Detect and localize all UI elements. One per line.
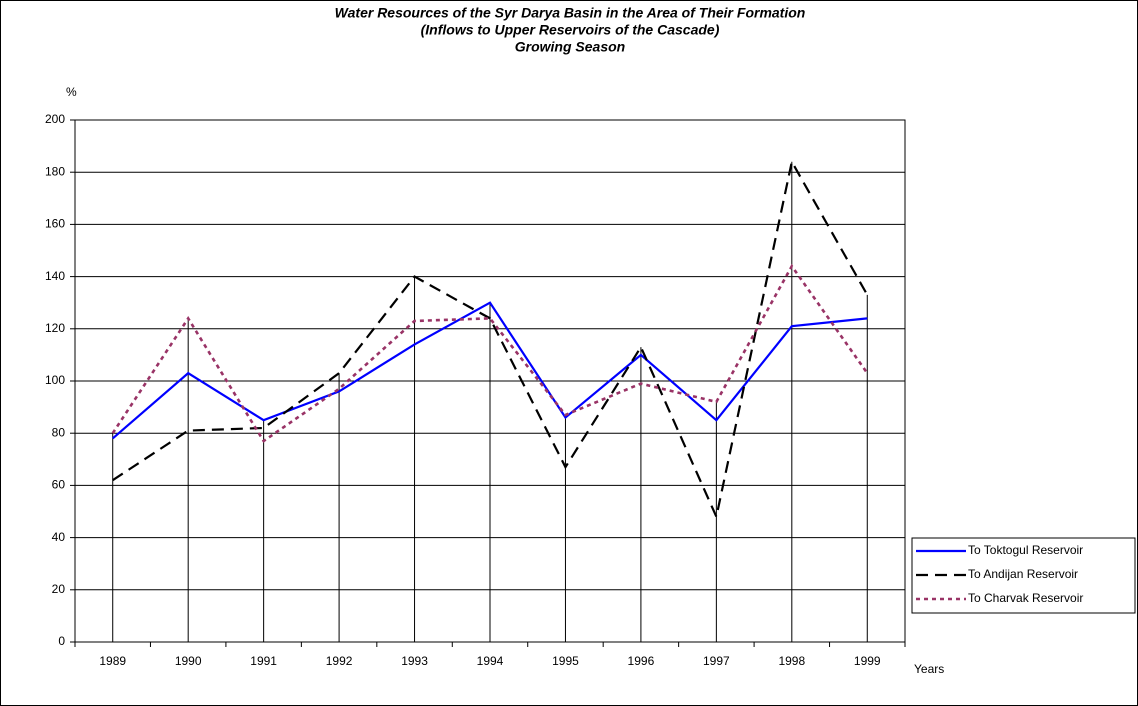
x-tick-label: 1996 bbox=[628, 654, 655, 668]
chart-title: (Inflows to Upper Reservoirs of the Casc… bbox=[421, 22, 720, 38]
x-tick-label: 1991 bbox=[250, 654, 277, 668]
series-line bbox=[112, 158, 869, 521]
y-tick-label: 0 bbox=[58, 634, 65, 648]
y-tick-label: 40 bbox=[52, 530, 66, 544]
y-axis-label: % bbox=[66, 85, 77, 99]
x-tick-label: 1990 bbox=[175, 654, 202, 668]
series-line bbox=[111, 263, 869, 443]
x-tick-label: 1998 bbox=[778, 654, 805, 668]
y-tick-label: 120 bbox=[45, 321, 65, 335]
x-tick-label: 1994 bbox=[477, 654, 504, 668]
x-tick-label: 1999 bbox=[854, 654, 881, 668]
legend-label: To Toktogul Reservoir bbox=[968, 543, 1083, 557]
y-tick-label: 140 bbox=[45, 269, 65, 283]
chart-title: Growing Season bbox=[515, 39, 625, 55]
x-tick-label: 1992 bbox=[326, 654, 353, 668]
y-tick-label: 180 bbox=[45, 164, 65, 178]
chart-title: Water Resources of the Syr Darya Basin i… bbox=[335, 5, 806, 21]
x-tick-label: 1989 bbox=[99, 654, 126, 668]
y-tick-label: 60 bbox=[52, 478, 66, 492]
y-tick-label: 20 bbox=[52, 582, 66, 596]
legend-label: To Charvak Reservoir bbox=[968, 591, 1083, 605]
y-tick-label: 160 bbox=[45, 217, 65, 231]
x-tick-label: 1995 bbox=[552, 654, 579, 668]
x-tick-label: 1993 bbox=[401, 654, 428, 668]
y-tick-label: 200 bbox=[45, 112, 65, 126]
x-tick-label: 1997 bbox=[703, 654, 730, 668]
series-line bbox=[112, 301, 868, 440]
y-tick-label: 80 bbox=[52, 425, 66, 439]
x-axis-label: Years bbox=[914, 662, 944, 676]
legend-label: To Andijan Reservoir bbox=[968, 567, 1078, 581]
y-tick-label: 100 bbox=[45, 373, 65, 387]
